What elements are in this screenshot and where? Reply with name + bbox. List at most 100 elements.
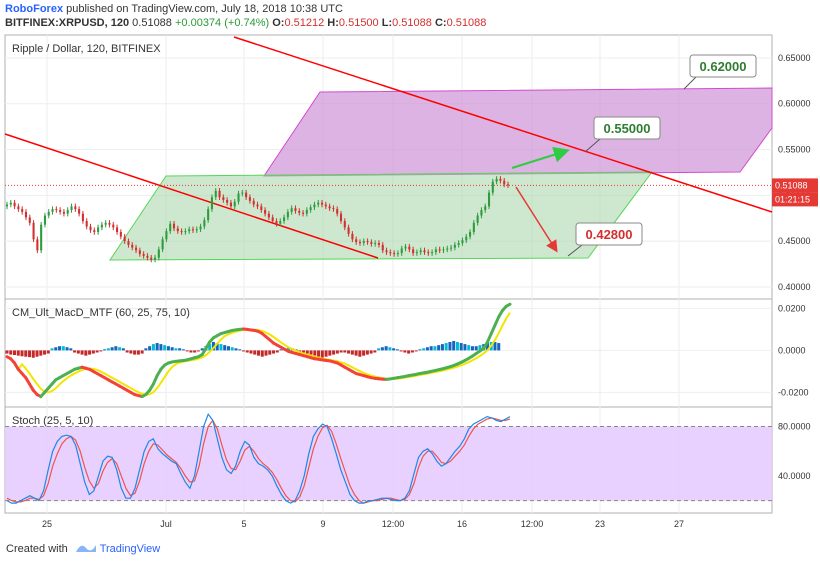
candle-body: [453, 244, 456, 248]
macd-histogram-bar: [13, 350, 17, 356]
macd-histogram-bar: [65, 347, 69, 351]
macd-histogram-bar: [302, 350, 306, 353]
macd-histogram-bar: [88, 350, 92, 355]
candle-body: [408, 246, 411, 250]
macd-histogram-bar: [5, 350, 9, 354]
candle-body: [146, 255, 149, 258]
x-tick-label-23: 23: [595, 519, 605, 529]
last-price-tag: [772, 178, 818, 193]
macd-histogram-bar: [69, 348, 73, 351]
macd-histogram-bar: [159, 344, 163, 351]
x-tick-label-12:00: 12:00: [382, 519, 405, 529]
macd-histogram-bar: [257, 350, 260, 356]
stoch-k-line: [6, 412, 511, 504]
macd-histogram-bar: [166, 346, 170, 351]
macd-histogram-bar: [46, 350, 50, 354]
candle-body: [423, 250, 426, 253]
candle-body: [237, 193, 240, 202]
brand-link[interactable]: RoboForex: [5, 3, 64, 15]
countdown-tag: [772, 192, 818, 207]
candle-body: [172, 223, 176, 229]
macd-histogram-bar: [121, 348, 125, 351]
price-change: +0.00374 (+0.74%): [174, 17, 270, 29]
candle-body: [457, 243, 460, 245]
callout-box: [689, 54, 757, 78]
candle-body: [55, 209, 58, 211]
candle-body: [347, 227, 350, 234]
candle-body: [415, 252, 418, 254]
candle-body: [332, 208, 335, 210]
macd-histogram-bar: [249, 350, 253, 354]
candle-body: [93, 230, 96, 233]
macd-histogram-bar: [28, 350, 32, 358]
macd-histogram-bar: [343, 350, 347, 353]
candle-body: [36, 239, 39, 251]
macd-histogram-bar: [80, 350, 84, 355]
low-value: 0.51088: [392, 17, 432, 29]
candle-body: [59, 210, 62, 212]
candle-body: [104, 222, 107, 225]
x-tick-label-5: 5: [241, 519, 246, 529]
candle-body: [116, 227, 119, 233]
price-target-label: 0.55000: [604, 121, 651, 136]
candle-body: [203, 220, 206, 227]
candle-body: [233, 201, 236, 207]
candle-body: [404, 246, 407, 249]
macd-histogram-bar: [350, 350, 354, 355]
macd-histogram-bar: [54, 347, 58, 351]
candle-body: [214, 190, 217, 198]
macd-histogram-bar: [245, 350, 249, 353]
candle-body: [89, 226, 92, 231]
macd-histogram-bar: [163, 345, 167, 351]
callout-pointer: [567, 244, 583, 257]
candle-body: [393, 253, 396, 255]
main-pane-title: Ripple / Dollar, 120, BITFINEX: [12, 43, 161, 55]
macd-histogram-bar: [392, 348, 396, 351]
footer-credit: Created with TradingView: [6, 542, 160, 555]
candle-body: [195, 229, 198, 231]
candle-body: [51, 209, 54, 212]
candle-body: [351, 233, 354, 240]
price-target-label: 0.42800: [586, 227, 633, 242]
candle-body: [491, 181, 494, 193]
candle-body: [161, 239, 164, 250]
y-tick-label: 0.55000: [778, 145, 811, 155]
callout-box: [593, 116, 661, 140]
macd-histogram-bar: [16, 350, 20, 356]
candle-body: [66, 210, 69, 214]
low-label: L:: [381, 17, 393, 29]
macd-histogram-bar: [144, 348, 148, 351]
macd-histogram-bar: [31, 350, 35, 358]
macd-histogram-bar: [253, 350, 257, 355]
last-price-tag-text: 0.51088: [775, 180, 808, 190]
y-tick-label: 0.60000: [778, 99, 811, 109]
macd-histogram-bar: [95, 350, 99, 353]
candle-body: [302, 212, 305, 214]
macd-histogram-bar: [106, 348, 110, 351]
macd-histogram-bar: [410, 350, 414, 353]
macd-histogram-bar: [324, 350, 328, 357]
macd-histogram-bar: [332, 350, 336, 355]
candle-body: [309, 207, 312, 211]
candle-body: [377, 243, 380, 245]
candle-body: [294, 208, 297, 211]
candle-body: [366, 241, 369, 243]
candle-body: [431, 252, 434, 254]
tradingview-link[interactable]: TradingView: [99, 543, 161, 555]
macd-histogram-bar: [20, 350, 24, 357]
candle-body: [248, 197, 251, 201]
macd-histogram-bar: [91, 350, 95, 354]
candle-body: [100, 224, 103, 228]
candle-body: [506, 184, 510, 186]
candle-body: [495, 178, 498, 182]
macd-tick-label: 0.0000: [778, 345, 806, 355]
macd-histogram-bar: [35, 350, 39, 357]
macd-histogram-bar: [275, 350, 279, 353]
macd-histogram-bar: [76, 350, 80, 354]
candle-body: [241, 192, 244, 194]
candle-body: [480, 210, 483, 216]
macd-histogram-bar: [200, 348, 204, 351]
candle-body: [358, 242, 362, 244]
candle-body: [78, 209, 81, 214]
